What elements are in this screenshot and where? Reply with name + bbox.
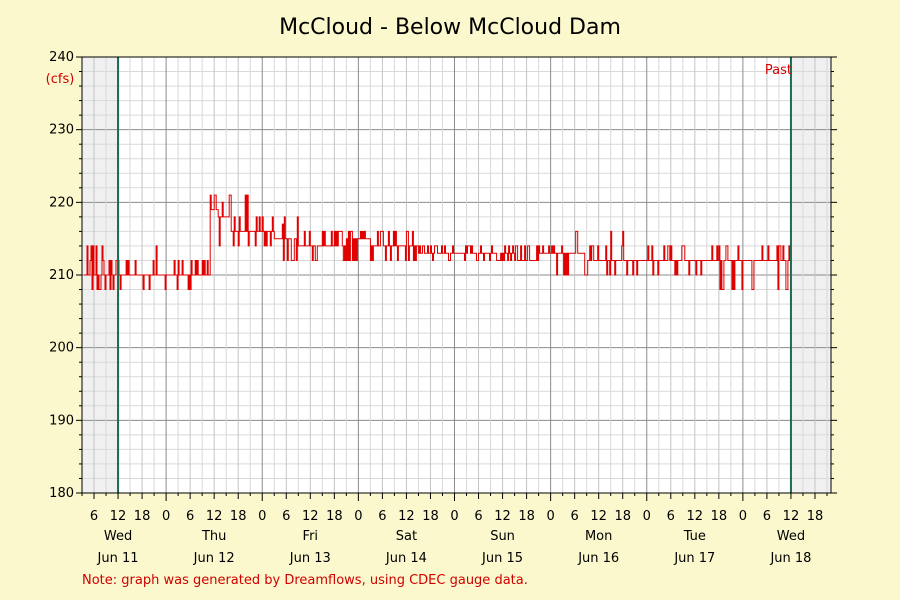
x-hour-label: 18 xyxy=(326,509,343,524)
x-hour-label: 0 xyxy=(162,509,170,524)
x-hour-label: 12 xyxy=(302,509,319,524)
x-hour-label: 12 xyxy=(590,509,607,524)
footnote: Note: graph was generated by Dreamflows,… xyxy=(82,573,528,588)
x-weekday-label: Tue xyxy=(683,529,706,544)
x-date-label: Jun 13 xyxy=(289,551,331,566)
x-hour-label: 18 xyxy=(711,509,728,524)
x-date-label: Jun 11 xyxy=(97,551,139,566)
x-hour-label: 0 xyxy=(739,509,747,524)
y-tick-label: 180 xyxy=(49,486,74,501)
x-hour-label: 12 xyxy=(783,509,800,524)
x-hour-label: 12 xyxy=(398,509,415,524)
grid xyxy=(81,56,831,494)
y-axis-ticks: 180 190 200 210 220 230 240 xyxy=(49,50,837,501)
x-hour-label: 6 xyxy=(763,509,771,524)
y-tick-label: 200 xyxy=(49,341,74,356)
x-hour-label: 0 xyxy=(258,509,266,524)
x-hour-label: 18 xyxy=(807,509,824,524)
x-weekday-label: Sat xyxy=(396,529,417,544)
x-axis-ticks: 6 12 18 0 6 12 18 0 6 12 18 0 6 12 18 0 6 12 18 0 6 12 18 0 6 12 1… xyxy=(81,493,828,566)
x-hour-label: 6 xyxy=(571,509,579,524)
y-tick-label: 210 xyxy=(49,268,74,283)
x-weekday-label: Sun xyxy=(490,529,515,544)
x-hour-label: 0 xyxy=(643,509,651,524)
x-date-label: Jun 17 xyxy=(673,551,715,566)
x-weekday-label: Wed xyxy=(104,529,132,544)
y-tick-label: 230 xyxy=(49,123,74,138)
x-hour-label: 6 xyxy=(378,509,386,524)
x-weekday-label: Fri xyxy=(303,529,319,544)
x-weekday-label: Mon xyxy=(585,529,612,544)
x-hour-label: 12 xyxy=(206,509,223,524)
x-hour-label: 6 xyxy=(474,509,482,524)
x-hour-label: 18 xyxy=(518,509,535,524)
x-hour-label: 12 xyxy=(494,509,511,524)
x-hour-label: 18 xyxy=(230,509,247,524)
x-date-label: Jun 15 xyxy=(481,551,523,566)
x-date-label: Jun 12 xyxy=(193,551,235,566)
x-date-label: Jun 14 xyxy=(385,551,427,566)
window-lines xyxy=(117,57,792,493)
x-hour-label: 18 xyxy=(134,509,151,524)
x-hour-label: 0 xyxy=(450,509,458,524)
x-hour-label: 6 xyxy=(282,509,290,524)
x-weekday-label: Thu xyxy=(201,529,226,544)
series-layer xyxy=(84,194,792,290)
x-date-label: Jun 16 xyxy=(577,551,619,566)
x-hour-label: 12 xyxy=(110,509,127,524)
x-date-label: Jun 18 xyxy=(769,551,811,566)
x-weekday-label: Wed xyxy=(777,529,805,544)
y-tick-label: 240 xyxy=(49,50,74,65)
x-hour-label: 18 xyxy=(422,509,439,524)
y-unit-label: (cfs) xyxy=(46,72,75,87)
chart-title: McCloud - Below McCloud Dam xyxy=(279,15,621,40)
x-hour-label: 0 xyxy=(546,509,554,524)
past-label: Past xyxy=(765,63,792,78)
x-hour-label: 6 xyxy=(90,509,98,524)
flow-series-line xyxy=(84,194,792,290)
x-hour-label: 6 xyxy=(667,509,675,524)
x-hour-label: 18 xyxy=(614,509,631,524)
y-tick-label: 190 xyxy=(49,413,74,428)
x-hour-label: 12 xyxy=(687,509,704,524)
y-tick-label: 220 xyxy=(49,195,74,210)
x-hour-label: 0 xyxy=(354,509,362,524)
x-hour-label: 6 xyxy=(186,509,194,524)
